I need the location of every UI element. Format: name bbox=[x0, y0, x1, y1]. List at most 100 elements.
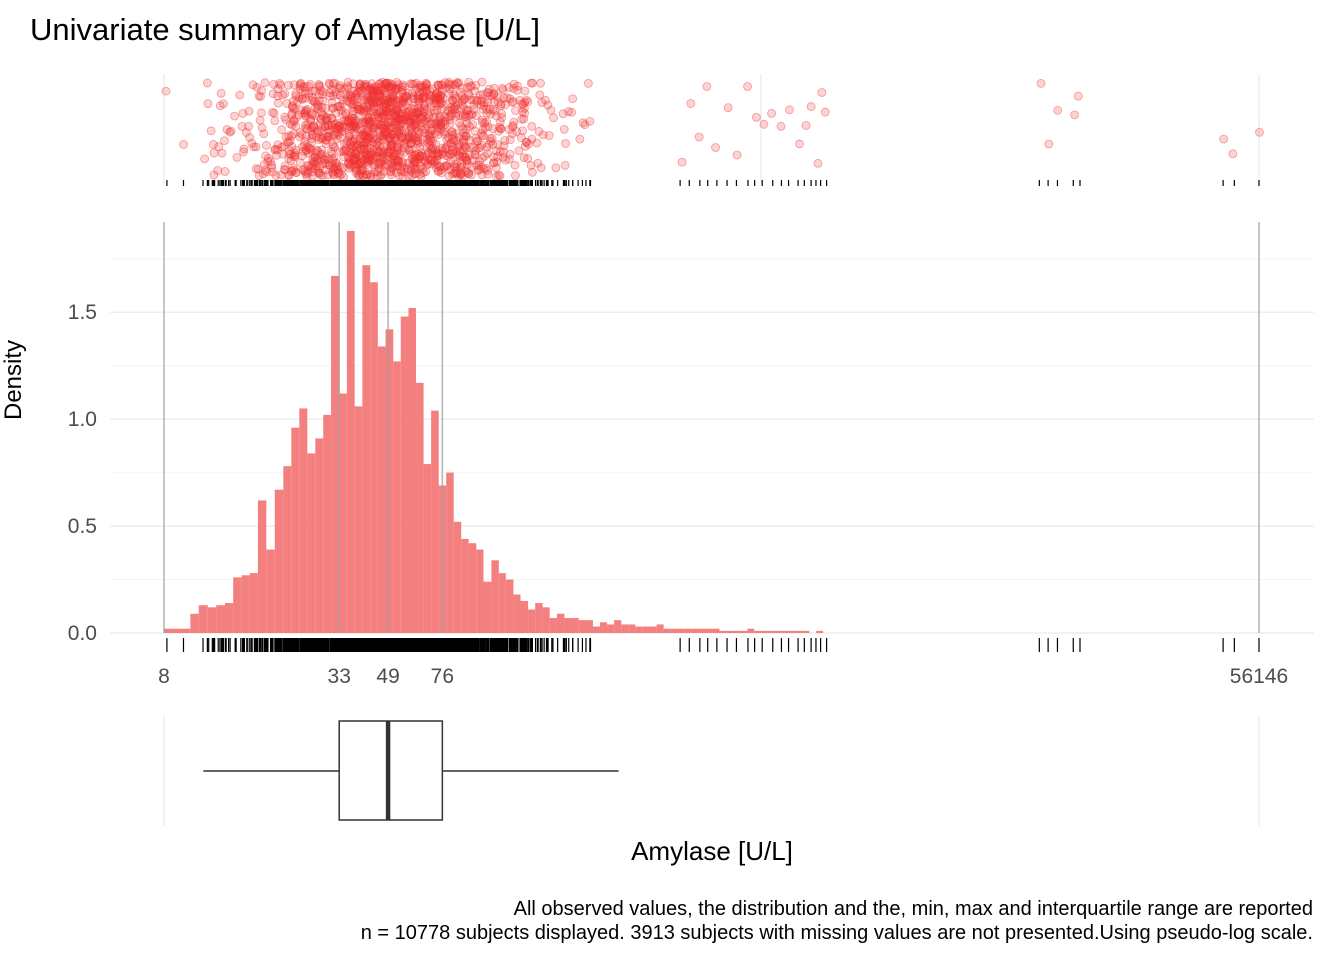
observed-point bbox=[362, 81, 372, 91]
observed-point bbox=[375, 98, 385, 108]
observed-point bbox=[518, 107, 527, 117]
histogram-bar bbox=[423, 464, 432, 633]
observed-point bbox=[302, 146, 311, 156]
observed-point bbox=[392, 78, 402, 87]
observed-point bbox=[413, 133, 423, 143]
histogram-bar bbox=[283, 466, 292, 633]
observed-point bbox=[1053, 105, 1063, 115]
observed-point bbox=[461, 152, 471, 162]
observed-point bbox=[375, 108, 385, 118]
observed-point bbox=[473, 136, 482, 146]
observed-point bbox=[499, 147, 508, 157]
observed-point bbox=[398, 88, 407, 98]
observed-point bbox=[483, 88, 493, 98]
observed-point bbox=[328, 169, 338, 178]
observed-point bbox=[366, 94, 375, 104]
observed-point bbox=[446, 109, 456, 119]
observed-point bbox=[276, 170, 286, 180]
observed-point bbox=[420, 156, 430, 166]
observed-point bbox=[489, 89, 499, 99]
observed-point bbox=[297, 130, 307, 140]
observed-point bbox=[457, 83, 467, 93]
observed-point bbox=[541, 95, 550, 105]
observed-point bbox=[345, 97, 355, 107]
observed-point bbox=[353, 159, 362, 169]
observed-point bbox=[380, 128, 389, 138]
observed-point bbox=[479, 131, 488, 141]
observed-point bbox=[404, 107, 414, 116]
observed-point bbox=[438, 93, 448, 103]
observed-point bbox=[310, 86, 320, 96]
iqr-box bbox=[338, 720, 444, 821]
observed-point bbox=[411, 153, 421, 162]
observed-point bbox=[430, 93, 440, 102]
observed-point bbox=[536, 78, 545, 88]
observed-point bbox=[394, 95, 404, 105]
observed-point bbox=[528, 78, 537, 88]
observed-point bbox=[296, 78, 306, 88]
observed-point bbox=[397, 126, 407, 135]
observed-point bbox=[350, 141, 360, 151]
observed-point bbox=[549, 113, 558, 123]
histogram-bar bbox=[691, 628, 699, 633]
observed-point bbox=[315, 89, 324, 99]
observed-point bbox=[209, 148, 219, 158]
observed-point bbox=[385, 93, 395, 103]
histogram-bar bbox=[535, 603, 543, 633]
observed-point bbox=[350, 118, 360, 128]
observed-point bbox=[466, 81, 476, 91]
observed-point bbox=[291, 167, 301, 177]
observed-point bbox=[464, 91, 474, 100]
histogram-bar bbox=[740, 630, 748, 633]
observed-point bbox=[518, 99, 528, 109]
observed-point bbox=[452, 168, 461, 178]
observed-point bbox=[350, 159, 360, 169]
observed-point bbox=[500, 136, 510, 145]
observed-point bbox=[363, 98, 373, 107]
observed-point bbox=[388, 80, 398, 90]
observed-point bbox=[222, 125, 232, 134]
observed-point bbox=[308, 171, 317, 181]
observed-point bbox=[291, 121, 301, 131]
observed-point bbox=[519, 114, 529, 124]
observed-point bbox=[268, 167, 277, 177]
observed-point bbox=[407, 88, 417, 98]
observed-point bbox=[381, 87, 391, 97]
observed-point bbox=[352, 142, 362, 152]
observed-point bbox=[400, 112, 410, 122]
observed-point bbox=[536, 163, 546, 173]
histogram-bar bbox=[216, 605, 225, 633]
observed-point bbox=[435, 90, 445, 99]
observed-point bbox=[351, 122, 361, 132]
observed-point bbox=[458, 151, 468, 161]
observed-point bbox=[361, 85, 371, 95]
observed-point bbox=[345, 155, 355, 165]
observed-point bbox=[743, 82, 752, 91]
observed-point bbox=[251, 142, 261, 152]
observed-point bbox=[307, 130, 317, 140]
observed-point bbox=[401, 107, 411, 117]
observed-point bbox=[310, 164, 320, 174]
observed-point bbox=[409, 131, 418, 141]
observed-point bbox=[320, 155, 329, 165]
histogram-bar bbox=[400, 316, 409, 633]
observed-point bbox=[466, 95, 476, 105]
observed-point bbox=[282, 99, 292, 108]
observed-point bbox=[415, 152, 425, 161]
histogram-panel: 0.0 0.5 1.0 1.5 8 33 49 76 56146 bbox=[68, 222, 1314, 688]
observed-point bbox=[203, 99, 213, 109]
observed-point bbox=[439, 127, 449, 137]
observed-point bbox=[311, 149, 321, 158]
observed-point bbox=[344, 163, 354, 173]
observed-point bbox=[310, 96, 320, 106]
histogram-bar bbox=[670, 628, 678, 633]
observed-point bbox=[259, 129, 269, 139]
observed-point bbox=[449, 168, 459, 178]
observed-point bbox=[414, 107, 424, 117]
observed-point bbox=[795, 139, 804, 149]
observed-point bbox=[386, 132, 396, 142]
observed-point bbox=[732, 150, 742, 160]
observed-point bbox=[308, 130, 317, 139]
observed-point bbox=[422, 113, 432, 123]
observed-point bbox=[410, 120, 420, 130]
